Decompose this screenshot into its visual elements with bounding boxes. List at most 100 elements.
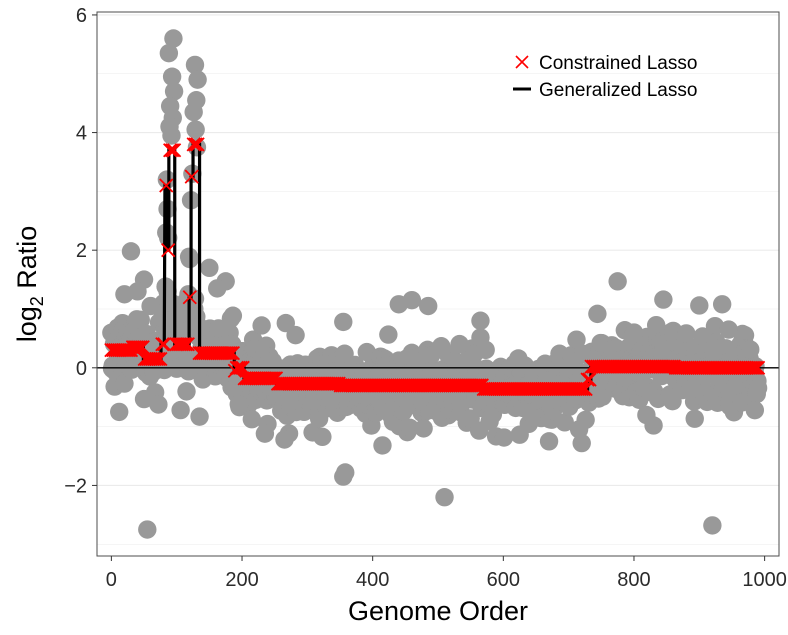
data-point xyxy=(149,395,168,414)
constrained-lasso-marker xyxy=(576,381,591,397)
data-point xyxy=(138,520,157,539)
constrained-lasso-marker xyxy=(131,340,146,355)
constrained-lasso-marker xyxy=(159,178,174,193)
data-point xyxy=(242,410,262,429)
constrained-lasso-marker xyxy=(155,337,170,352)
data-point xyxy=(159,43,179,63)
data-point xyxy=(131,310,150,330)
data-point xyxy=(162,126,181,145)
data-point xyxy=(555,413,574,432)
data-point xyxy=(128,282,147,301)
data-point xyxy=(588,304,607,324)
y-tick-label: 6 xyxy=(76,5,87,27)
data-point xyxy=(624,323,644,342)
data-point xyxy=(188,70,207,89)
constrained-lasso-marker xyxy=(161,243,176,258)
data-point xyxy=(373,436,392,455)
legend-x-marker-icon xyxy=(515,55,529,69)
data-point xyxy=(719,320,738,339)
data-point xyxy=(400,418,420,438)
data-point xyxy=(157,170,177,189)
constrained-lasso-series xyxy=(104,137,766,397)
x-tick-label: 800 xyxy=(617,569,650,591)
constrained-lasso-marker xyxy=(582,372,597,387)
constrained-lasso-marker xyxy=(153,351,168,367)
constrained-lasso-marker xyxy=(149,351,164,367)
constrained-lasso-marker xyxy=(223,345,239,361)
data-point xyxy=(171,400,190,420)
data-point xyxy=(435,487,454,507)
constrained-lasso-marker xyxy=(190,137,205,152)
data-point xyxy=(313,427,332,447)
y-axis-title-base: log xyxy=(12,306,42,342)
legend: Constrained Lasso Generalized Lasso xyxy=(513,53,697,101)
data-point xyxy=(252,316,271,335)
constrained-lasso-marker xyxy=(157,337,172,352)
constrained-lasso-marker xyxy=(747,360,762,375)
constrained-lasso-marker xyxy=(176,337,192,352)
data-point xyxy=(712,295,732,314)
legend-label-generalized-lasso: Generalized Lasso xyxy=(539,80,697,101)
data-point xyxy=(336,463,355,482)
data-point xyxy=(334,312,353,332)
constrained-lasso-marker xyxy=(180,337,195,352)
data-point xyxy=(200,258,219,278)
constrained-lasso-marker xyxy=(163,143,178,158)
legend-item-constrained-lasso: Constrained Lasso xyxy=(515,53,697,74)
data-point xyxy=(190,407,209,426)
legend-item-generalized-lasso: Generalized Lasso xyxy=(513,80,697,101)
constrained-lasso-marker xyxy=(221,345,237,361)
constrained-lasso-marker xyxy=(129,340,144,355)
x-axis-title: Genome Order xyxy=(348,596,528,626)
constrained-lasso-marker xyxy=(188,137,203,152)
data-point xyxy=(539,432,559,451)
data-point xyxy=(255,424,275,443)
data-point xyxy=(745,400,765,420)
constrained-lasso-marker xyxy=(133,340,148,355)
data-point xyxy=(476,340,495,360)
constrained-lasso-marker xyxy=(186,137,201,152)
data-point xyxy=(576,410,595,430)
constrained-lasso-marker xyxy=(135,340,150,355)
data-point xyxy=(164,82,184,101)
constrained-lasso-marker xyxy=(745,360,760,375)
data-point xyxy=(654,290,673,309)
data-point xyxy=(703,516,722,535)
data-point xyxy=(223,306,243,325)
constrained-lasso-marker xyxy=(151,351,166,367)
constrained-lasso-marker xyxy=(580,372,595,387)
y-tick-label: 2 xyxy=(76,240,87,262)
data-point xyxy=(229,395,248,414)
constrained-lasso-marker xyxy=(750,360,766,375)
data-point xyxy=(572,433,591,453)
x-tick-label: 0 xyxy=(106,569,117,591)
data-point xyxy=(164,29,183,48)
data-point xyxy=(162,67,182,86)
data-point xyxy=(275,430,294,449)
data-point xyxy=(177,382,196,401)
data-point xyxy=(186,120,205,139)
legend-label-constrained-lasso: Constrained Lasso xyxy=(539,53,697,74)
constrained-lasso-marker xyxy=(262,371,278,386)
data-point xyxy=(110,402,129,422)
data-point xyxy=(741,340,760,359)
data-point xyxy=(677,324,696,343)
y-tick-label: −2 xyxy=(64,475,87,497)
data-points xyxy=(102,29,768,539)
data-point xyxy=(419,296,438,316)
constrained-lasso-marker xyxy=(219,345,235,361)
data-point xyxy=(179,285,198,304)
constrained-lasso-marker xyxy=(147,351,162,367)
x-tick-label: 200 xyxy=(225,569,258,591)
constrained-lasso-marker xyxy=(178,337,193,352)
data-point xyxy=(185,55,205,75)
data-point xyxy=(172,304,191,323)
data-point xyxy=(494,428,514,447)
constrained-lasso-marker xyxy=(468,378,484,393)
data-point xyxy=(608,272,627,291)
data-point xyxy=(690,296,709,315)
x-tick-label: 400 xyxy=(356,569,389,591)
data-point xyxy=(471,311,490,330)
constrained-lasso-marker xyxy=(117,343,133,358)
